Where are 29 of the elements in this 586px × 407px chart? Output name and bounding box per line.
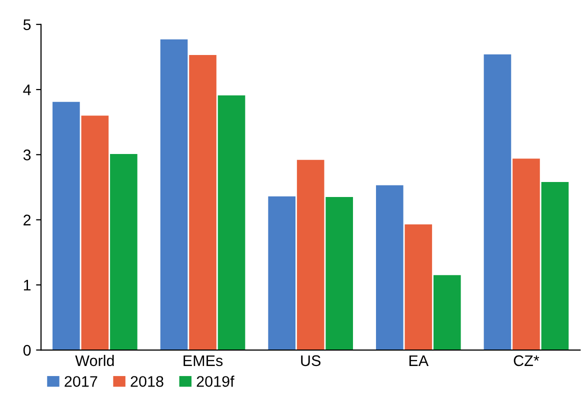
bar: [326, 196, 353, 350]
legend-label: 2018: [130, 376, 164, 387]
bar: [268, 196, 296, 350]
x-tick-label: EA: [409, 355, 429, 366]
y-tick-label: 2: [24, 214, 31, 226]
bar: [218, 95, 246, 350]
bar: [52, 102, 80, 350]
bar: [404, 224, 432, 350]
bar: [110, 154, 138, 350]
bar: [434, 275, 461, 350]
x-tick-label: World: [75, 354, 114, 366]
bar: [296, 160, 324, 350]
bar: [541, 182, 569, 350]
x-tick-label: US: [301, 355, 320, 366]
y-tick-label: 1: [24, 280, 31, 290]
y-tick-label: 3: [23, 150, 31, 160]
y-tick-label: 4: [23, 84, 31, 96]
bar: [81, 116, 109, 350]
bar: [512, 158, 540, 350]
y-tick-label: 0: [23, 344, 31, 356]
bar: [484, 54, 512, 350]
legend-label: 2017: [64, 376, 98, 387]
x-tick-label: CZ*: [514, 355, 540, 366]
bar: [160, 39, 188, 350]
y-tick-label: 5: [23, 19, 31, 30]
bar: [376, 185, 404, 350]
legend-label: 2019f: [196, 376, 234, 387]
bar: [189, 55, 216, 350]
x-tick-label: EMEs: [184, 355, 223, 366]
